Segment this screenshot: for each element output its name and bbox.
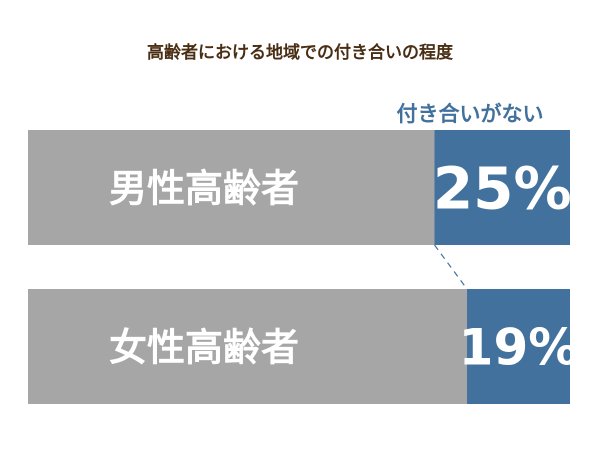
bars-group: 男性高齢者 25% 女性高齢者 19% 付き合いがない — [28, 102, 578, 404]
category-label-1: 男性高齢者 — [109, 167, 299, 211]
series-connector-line — [434, 244, 468, 290]
category-label-2: 女性高齢者 — [109, 326, 299, 370]
value-label-2: 19% — [459, 319, 579, 377]
bar-rest-2 — [28, 289, 468, 404]
bar-rest-1 — [28, 130, 435, 245]
value-label-1: 25% — [433, 154, 572, 222]
bar-highlight-2 — [467, 289, 570, 404]
chart-title: 高齢者における地域での付き合いの程度 — [147, 42, 454, 63]
bar-highlight-1 — [434, 130, 570, 245]
series-label: 付き合いがない — [397, 102, 544, 126]
